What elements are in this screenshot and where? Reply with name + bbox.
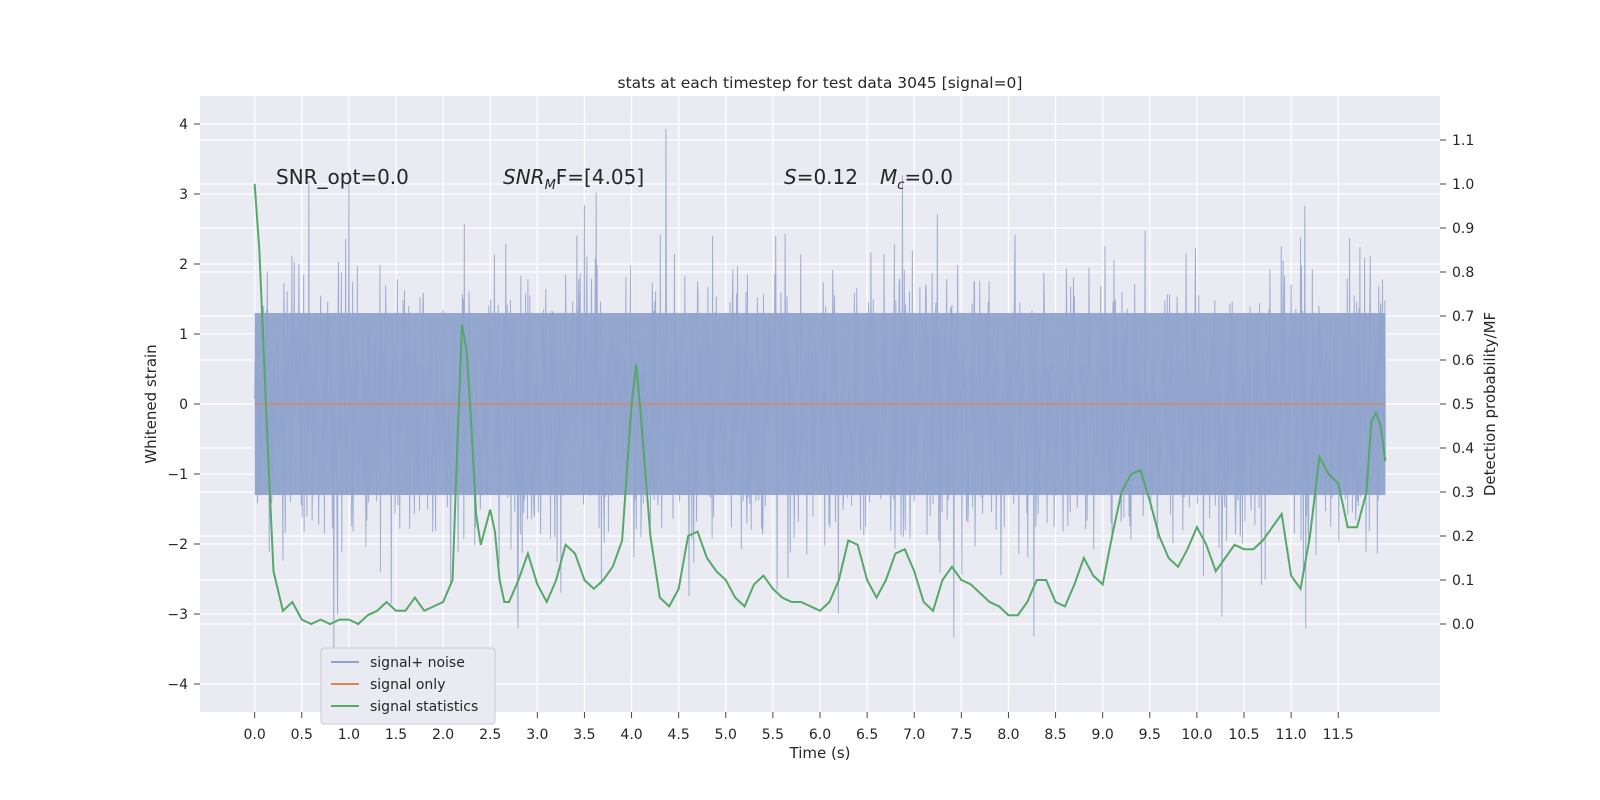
y-left-tick-label-3: 1: [179, 327, 188, 343]
y-left-tick-label-1: 3: [179, 187, 188, 203]
legend-label-noise: signal+ noise: [370, 655, 465, 671]
x-tick-label-12: 6.0: [809, 727, 831, 743]
x-tick-label-21: 10.5: [1228, 727, 1259, 743]
y-left-tick-label-8: −4: [167, 677, 188, 693]
annotation-snr-mf-rest: F=[4.05]: [556, 165, 644, 189]
annotation-mc-rest: =0.0: [904, 165, 953, 189]
x-tick-label-23: 11.5: [1323, 727, 1354, 743]
x-tick-label-0: 0.0: [244, 727, 266, 743]
annotation-snr-mf-sub: M: [545, 178, 556, 193]
x-tick-label-15: 7.5: [950, 727, 972, 743]
x-axis-label: Time (s): [789, 744, 851, 762]
y-left-tick-label-5: −1: [167, 467, 188, 483]
x-tick-label-2: 1.0: [338, 727, 360, 743]
y-right-axis-label: Detection probability/MF: [1481, 312, 1499, 496]
y-left-tick-label-2: 2: [179, 257, 188, 273]
x-tick-label-16: 8.0: [997, 727, 1019, 743]
annotation-mc-sub: c: [897, 178, 904, 193]
x-tick-label-3: 1.5: [385, 727, 407, 743]
y-right-tick-label-8: 0.3: [1452, 485, 1474, 501]
y-right-tick-label-10: 0.1: [1452, 573, 1474, 589]
x-tick-label-19: 9.5: [1139, 727, 1161, 743]
y-left-tick-label-7: −3: [167, 607, 188, 623]
x-tick-label-13: 6.5: [856, 727, 878, 743]
annotation-s-main: S: [784, 165, 797, 189]
statistics-line: [253, 183, 1387, 626]
y-left-tick-label-4: 0: [179, 397, 188, 413]
annotation-mc: Mc=0.0: [880, 165, 953, 193]
legend-box: [320, 647, 496, 725]
chart-title: stats at each timestep for test data 304…: [618, 74, 1023, 92]
x-tick-label-18: 9.0: [1092, 727, 1114, 743]
x-tick-label-9: 4.5: [668, 727, 690, 743]
y-right-tick-label-6: 0.5: [1452, 397, 1474, 413]
y-right-tick-label-11: 0.0: [1452, 617, 1474, 633]
statistics-series: [253, 183, 1387, 626]
y-right-tick-label-9: 0.2: [1452, 529, 1474, 545]
legend-label-signal-only: signal only: [370, 677, 445, 693]
y-left-tick-label-0: 4: [179, 117, 188, 133]
annotation-s-rest: =0.12: [797, 165, 858, 189]
y-left-tick-label-6: −2: [167, 537, 188, 553]
y-right-tick-label-1: 1.0: [1452, 177, 1474, 193]
annotation-s: S=0.12: [784, 165, 858, 189]
x-tick-label-7: 3.5: [573, 727, 595, 743]
y-right-tick-label-2: 0.9: [1452, 221, 1474, 237]
x-tick-label-8: 4.0: [620, 727, 642, 743]
legend: signal+ noise signal only signal statist…: [320, 647, 496, 725]
y-left-axis-ticks: 4 3 2 1 0 −1 −2 −3 −4: [167, 117, 200, 693]
legend-label-statistics: signal statistics: [370, 699, 478, 715]
annotation-snr-mf: SNRMF=[4.05]: [503, 165, 644, 193]
annotation-snr-opt: SNR_opt=0.0: [276, 165, 409, 189]
y-right-tick-label-7: 0.4: [1452, 441, 1474, 457]
x-tick-label-14: 7.0: [903, 727, 925, 743]
y-right-tick-label-3: 0.8: [1452, 265, 1474, 281]
y-right-tick-label-0: 1.1: [1452, 133, 1474, 149]
x-tick-label-1: 0.5: [291, 727, 313, 743]
x-tick-label-22: 11.0: [1276, 727, 1307, 743]
x-tick-label-10: 5.0: [715, 727, 737, 743]
x-tick-label-17: 8.5: [1044, 727, 1066, 743]
y-right-tick-label-4: 0.7: [1452, 309, 1474, 325]
y-right-tick-label-5: 0.6: [1452, 353, 1474, 369]
x-tick-label-11: 5.5: [762, 727, 784, 743]
x-tick-label-4: 2.0: [432, 727, 454, 743]
x-axis-ticks: 0.0 0.5 1.0 1.5 2.0 2.5 3.0 3.5 4.0 4.5 5.0 5.5 6.0 6…: [244, 712, 1354, 743]
x-tick-label-6: 3.0: [526, 727, 548, 743]
x-tick-label-20: 10.0: [1181, 727, 1212, 743]
x-tick-label-5: 2.5: [479, 727, 501, 743]
annotation-snr-mf-main: SNR: [503, 165, 545, 189]
y-left-axis-label: Whitened strain: [142, 344, 160, 463]
y-right-axis-ticks: 1.1 1.0 0.9 0.8 0.7 0.6 0.5 0.4 0.3 0.2 0.1 0.0: [1440, 133, 1474, 633]
annotation-mc-main: M: [880, 165, 897, 189]
